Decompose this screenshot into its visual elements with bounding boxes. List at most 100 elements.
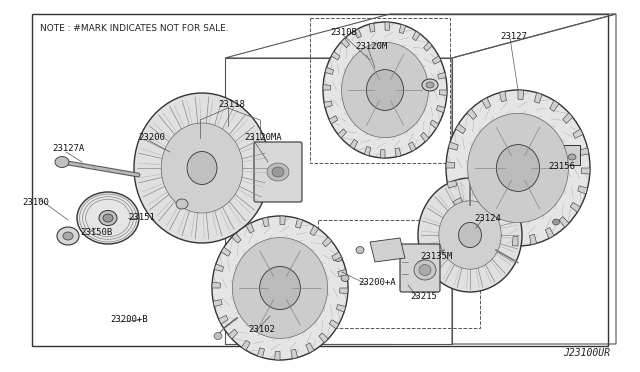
Polygon shape xyxy=(482,97,491,109)
Polygon shape xyxy=(338,269,347,276)
Polygon shape xyxy=(219,315,228,324)
Polygon shape xyxy=(296,218,303,228)
Ellipse shape xyxy=(260,266,300,310)
FancyBboxPatch shape xyxy=(254,142,302,202)
Polygon shape xyxy=(420,132,429,142)
Text: 23120M: 23120M xyxy=(355,42,387,51)
Polygon shape xyxy=(221,247,230,256)
Polygon shape xyxy=(436,106,445,113)
Ellipse shape xyxy=(212,216,348,360)
Ellipse shape xyxy=(366,70,404,110)
Polygon shape xyxy=(578,186,588,194)
Ellipse shape xyxy=(323,22,447,158)
Polygon shape xyxy=(337,304,346,312)
Polygon shape xyxy=(329,116,338,124)
Polygon shape xyxy=(246,223,254,233)
Ellipse shape xyxy=(187,151,217,185)
Ellipse shape xyxy=(63,232,73,240)
Text: 23120MA: 23120MA xyxy=(244,133,282,142)
Text: 23200: 23200 xyxy=(138,133,165,142)
Polygon shape xyxy=(350,140,358,149)
Ellipse shape xyxy=(439,201,501,269)
Polygon shape xyxy=(341,38,349,48)
Polygon shape xyxy=(332,252,341,261)
Text: 23127A: 23127A xyxy=(52,144,84,153)
Text: 23156: 23156 xyxy=(548,162,575,171)
Polygon shape xyxy=(228,329,237,339)
Polygon shape xyxy=(499,91,506,102)
Text: 23102: 23102 xyxy=(248,325,275,334)
Text: J23100UR: J23100UR xyxy=(563,348,610,358)
Text: 23151: 23151 xyxy=(128,213,155,222)
Polygon shape xyxy=(257,348,264,357)
Polygon shape xyxy=(241,340,250,350)
Polygon shape xyxy=(213,299,222,307)
Polygon shape xyxy=(338,129,346,138)
Polygon shape xyxy=(399,24,406,33)
Polygon shape xyxy=(370,238,405,262)
Ellipse shape xyxy=(422,79,438,91)
Ellipse shape xyxy=(134,93,270,243)
Polygon shape xyxy=(232,233,241,243)
Text: 23127: 23127 xyxy=(500,32,527,41)
Text: 23200+B: 23200+B xyxy=(110,315,148,324)
Ellipse shape xyxy=(356,247,364,253)
Polygon shape xyxy=(550,100,559,112)
Ellipse shape xyxy=(497,145,540,192)
Polygon shape xyxy=(513,237,518,246)
Text: NOTE : #MARK INDICATES NOT FOR SALE.: NOTE : #MARK INDICATES NOT FOR SALE. xyxy=(40,24,228,33)
Polygon shape xyxy=(463,212,473,223)
Polygon shape xyxy=(563,113,573,124)
Ellipse shape xyxy=(161,123,243,213)
Ellipse shape xyxy=(568,154,576,160)
Polygon shape xyxy=(332,51,340,60)
Polygon shape xyxy=(385,22,390,31)
Polygon shape xyxy=(262,217,269,227)
Text: 23200+A: 23200+A xyxy=(358,278,396,287)
Polygon shape xyxy=(354,29,362,38)
Polygon shape xyxy=(323,85,331,90)
Polygon shape xyxy=(518,90,524,100)
Ellipse shape xyxy=(419,264,431,276)
Polygon shape xyxy=(310,226,319,236)
Polygon shape xyxy=(395,148,401,157)
Bar xyxy=(564,145,580,165)
Polygon shape xyxy=(306,343,314,353)
Text: 23100: 23100 xyxy=(22,198,49,207)
Polygon shape xyxy=(214,264,223,272)
Polygon shape xyxy=(408,142,416,151)
Polygon shape xyxy=(573,129,583,138)
Ellipse shape xyxy=(99,211,117,225)
Polygon shape xyxy=(446,162,455,168)
Bar xyxy=(32,14,608,346)
Ellipse shape xyxy=(272,167,284,177)
Polygon shape xyxy=(412,31,420,41)
Ellipse shape xyxy=(342,42,428,138)
Polygon shape xyxy=(453,198,463,207)
Polygon shape xyxy=(529,234,536,245)
Polygon shape xyxy=(449,142,458,150)
Text: 23215: 23215 xyxy=(410,292,437,301)
Polygon shape xyxy=(456,124,466,134)
Polygon shape xyxy=(559,217,569,227)
Ellipse shape xyxy=(418,178,522,292)
Ellipse shape xyxy=(446,90,590,246)
Polygon shape xyxy=(534,93,542,103)
Polygon shape xyxy=(323,237,332,247)
Polygon shape xyxy=(275,351,280,360)
Ellipse shape xyxy=(552,219,559,225)
Polygon shape xyxy=(340,288,348,294)
Bar xyxy=(318,220,480,328)
Polygon shape xyxy=(494,233,502,243)
Ellipse shape xyxy=(341,275,349,282)
Polygon shape xyxy=(430,120,438,128)
Ellipse shape xyxy=(334,254,342,262)
Ellipse shape xyxy=(55,157,69,167)
Bar xyxy=(310,18,450,163)
Ellipse shape xyxy=(458,222,481,247)
Ellipse shape xyxy=(214,333,222,340)
Polygon shape xyxy=(570,202,580,212)
Ellipse shape xyxy=(57,227,79,245)
Polygon shape xyxy=(380,150,385,158)
Polygon shape xyxy=(325,67,333,74)
